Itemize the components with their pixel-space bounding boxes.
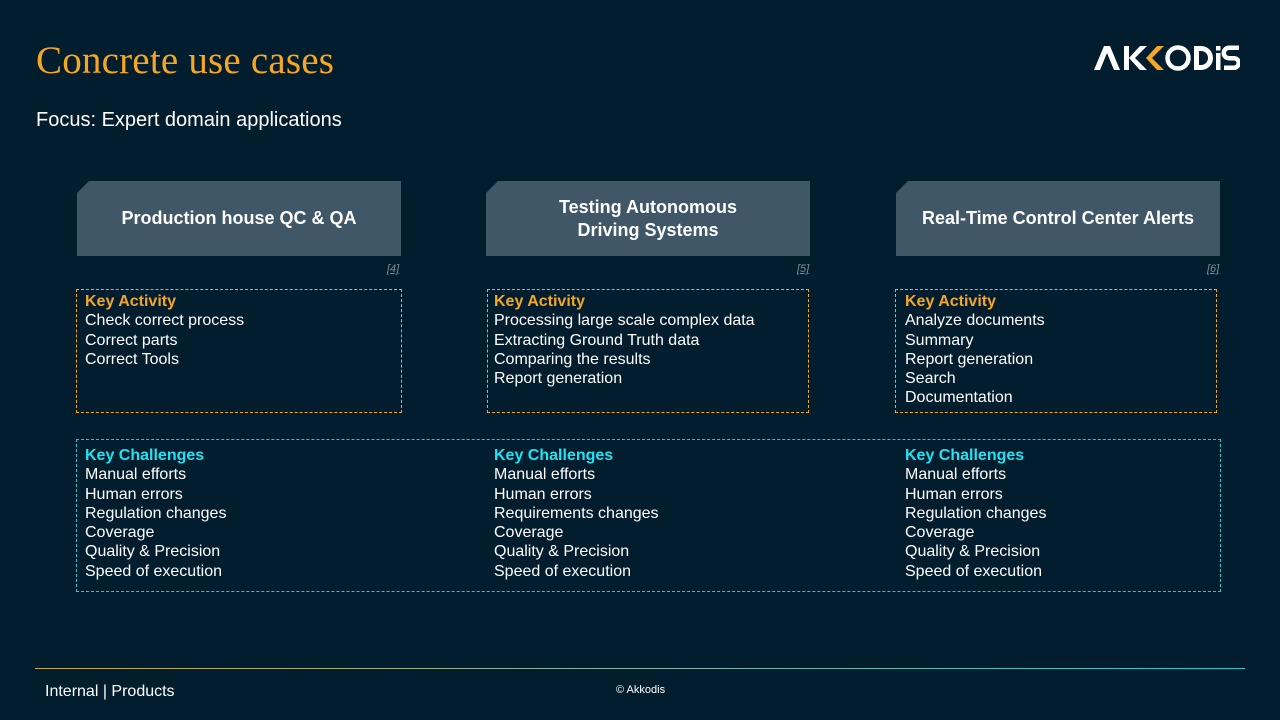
challenge-item: Speed of execution	[905, 562, 1042, 580]
key-activity-production: Key Activity Check correct process Corre…	[85, 292, 244, 369]
challenge-item: Human errors	[85, 485, 183, 503]
challenge-item: Quality & Precision	[85, 543, 221, 561]
usecase-header-label: Testing Autonomous Driving Systems	[559, 196, 737, 240]
key-activity-autonomous: Key Activity Processing large scale comp…	[494, 292, 755, 388]
reference-link-5[interactable]: [5]	[797, 263, 810, 275]
challenge-item: Requirements changes	[494, 504, 659, 522]
key-activity-title: Key Activity	[85, 293, 176, 310]
activity-item: Summary	[905, 331, 974, 349]
activity-item: Correct parts	[85, 331, 178, 349]
footer-copyright: © Akkodis	[616, 684, 666, 696]
key-activity-control-center: Key Activity Analyze documents Summary R…	[905, 292, 1045, 408]
reference-link-4[interactable]: [4]	[387, 263, 400, 275]
challenge-item: Human errors	[905, 485, 1003, 503]
key-challenges-title: Key Challenges	[85, 447, 205, 464]
page-title: Concrete use cases	[36, 39, 335, 82]
challenge-item: Coverage	[85, 524, 155, 542]
activity-item: Extracting Ground Truth data	[494, 331, 700, 349]
challenge-item: Quality & Precision	[494, 543, 630, 561]
activity-item: Comparing the results	[494, 350, 651, 368]
usecase-header-control-center: Real-Time Control Center Alerts	[896, 181, 1220, 256]
page-subtitle: Focus: Expert domain applications	[36, 109, 342, 131]
key-challenges-box	[76, 439, 1221, 592]
activity-item: Documentation	[905, 389, 1013, 407]
challenge-item: Regulation changes	[905, 504, 1047, 522]
key-challenges-control-center: Key Challenges Manual efforts Human erro…	[905, 446, 1046, 581]
key-challenges-production: Key Challenges Manual efforts Human erro…	[85, 446, 226, 581]
key-challenges-title: Key Challenges	[905, 447, 1025, 464]
activity-item: Report generation	[905, 350, 1034, 368]
key-activity-box-control-center	[895, 289, 1217, 413]
key-challenges-autonomous: Key Challenges Manual efforts Human erro…	[494, 446, 659, 581]
usecase-header-production-qc: Production house QC & QA	[77, 181, 401, 256]
activity-item: Search	[905, 370, 956, 388]
usecase-header-label: Real-Time Control Center Alerts	[921, 208, 1195, 228]
challenge-item: Speed of execution	[494, 562, 631, 580]
challenge-item: Manual efforts	[494, 466, 596, 484]
usecase-header-label: Production house QC & QA	[121, 208, 357, 228]
key-activity-title: Key Activity	[905, 293, 996, 310]
footer-divider	[35, 668, 1245, 669]
challenge-item: Speed of execution	[85, 562, 222, 580]
challenge-item: Quality & Precision	[905, 543, 1041, 561]
key-activity-box-production	[76, 289, 402, 413]
activity-item: Analyze documents	[905, 312, 1045, 330]
reference-link-6[interactable]: [6]	[1207, 263, 1220, 275]
challenge-item: Coverage	[494, 524, 564, 542]
challenge-item: Human errors	[494, 485, 592, 503]
challenge-item: Manual efforts	[905, 466, 1007, 484]
activity-item: Processing large scale complex data	[494, 312, 755, 330]
challenge-item: Regulation changes	[85, 504, 227, 522]
activity-item: Correct Tools	[85, 350, 179, 368]
activity-item: Check correct process	[85, 312, 245, 330]
footer-classification: Internal | Products	[45, 683, 175, 700]
challenge-item: Manual efforts	[85, 466, 187, 484]
key-activity-title: Key Activity	[494, 293, 585, 310]
akkodis-logo: AKKODIS	[1094, 45, 1240, 71]
key-activity-box-autonomous	[487, 289, 809, 413]
key-challenges-title: Key Challenges	[494, 447, 614, 464]
activity-item: Report generation	[494, 370, 623, 388]
usecase-header-autonomous-driving: Testing Autonomous Driving Systems	[486, 181, 810, 256]
challenge-item: Coverage	[905, 524, 975, 542]
